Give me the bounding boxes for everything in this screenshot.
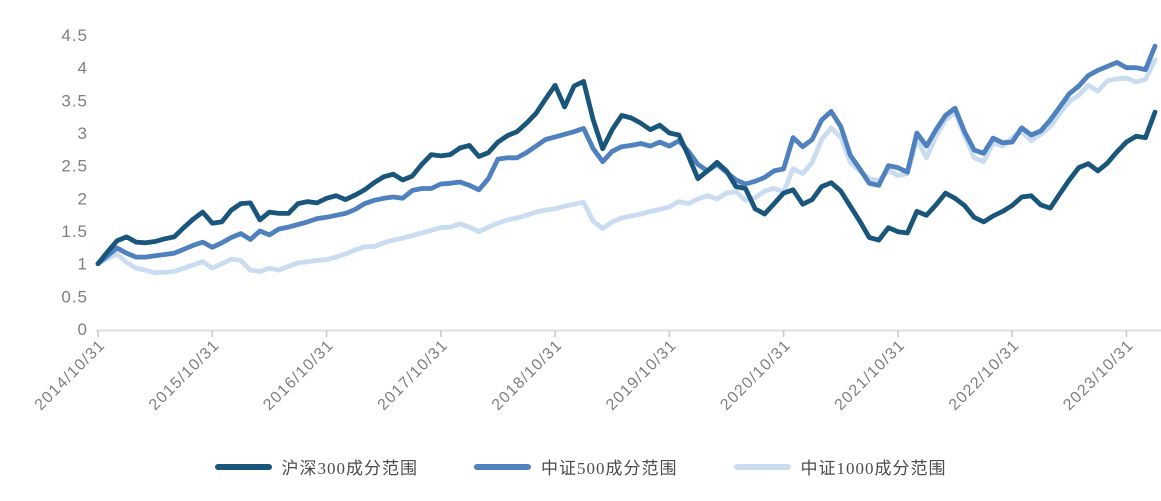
y-axis-tick-label: 2.5	[61, 157, 88, 176]
legend-swatch-hs300	[214, 463, 272, 470]
x-axis-tick-label: 2022/10/31	[946, 337, 1023, 414]
plot-area: 0 0.5 1 1.5 2 2.5 3 3.5 4 4.5 2014/10/31 2015/10/31…	[32, 26, 1161, 414]
legend-label-zz1000: 中证1000成分范围	[800, 459, 947, 478]
x-axis-tick-label: 2015/10/31	[146, 337, 223, 414]
x-axis-tick-label: 2014/10/31	[32, 337, 109, 414]
chart-legend: 沪深300成分范围 中证500成分范围 中证1000成分范围	[0, 454, 1161, 479]
legend-item-zz500: 中证500成分范围	[474, 454, 678, 479]
y-axis-tick-label: 2	[78, 189, 88, 208]
legend-label-hs300: 沪深300成分范围	[281, 459, 418, 478]
y-axis-tick-label: 1.5	[61, 222, 88, 241]
legend-swatch-zz500	[474, 463, 531, 470]
legend-item-zz1000: 中证1000成分范围	[733, 454, 947, 479]
y-axis-tick-label: 3.5	[61, 91, 88, 110]
y-axis-tick-label: 4.5	[61, 26, 88, 45]
series-line-1	[95, 43, 1158, 267]
y-axis-tick-label: 0.5	[61, 287, 88, 306]
x-axis-tick-label: 2017/10/31	[375, 337, 452, 414]
y-axis-tick-label: 3	[78, 124, 88, 143]
x-axis-tick-label: 2016/10/31	[260, 337, 337, 414]
y-axis-tick-label: 1	[78, 255, 88, 274]
legend-item-hs300: 沪深300成分范围	[214, 454, 419, 479]
legend-label-zz500: 中证500成分范围	[541, 459, 678, 478]
y-axis-tick-label: 4	[78, 59, 88, 78]
legend-swatch-zz1000	[733, 463, 791, 470]
series-line-0	[95, 79, 1158, 267]
x-axis-tick-label: 2021/10/31	[832, 337, 909, 414]
series-line-2	[95, 57, 1158, 276]
x-axis-tick-label: 2018/10/31	[489, 337, 566, 414]
x-axis-tick-label: 2019/10/31	[603, 337, 680, 414]
y-axis-tick-label: 0	[78, 320, 88, 339]
x-axis-tick-label: 2020/10/31	[717, 337, 794, 414]
x-axis-tick-label: 2023/10/31	[1060, 337, 1137, 414]
